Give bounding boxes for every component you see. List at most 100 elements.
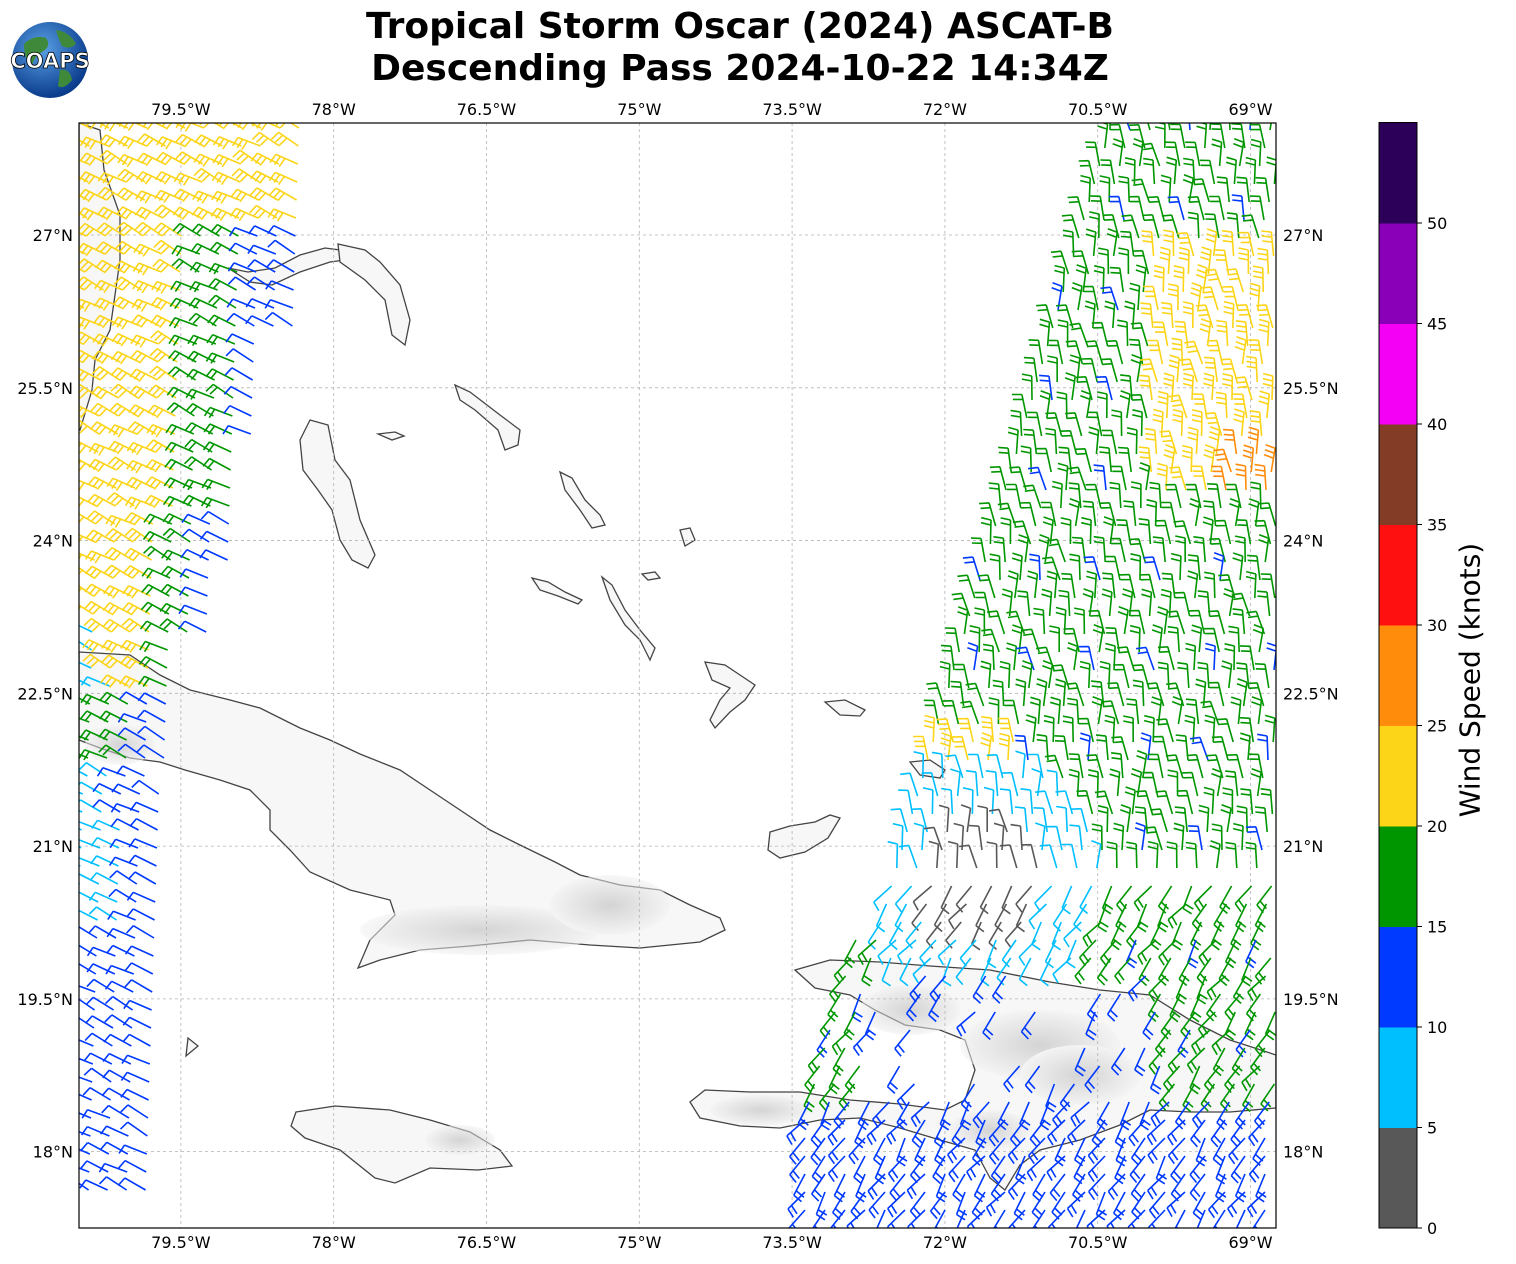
wind-barb	[92, 782, 122, 795]
wind-barb	[1181, 444, 1193, 473]
wind-barb	[1082, 500, 1097, 527]
wind-barb	[42, 745, 69, 758]
wind-barb	[1087, 1155, 1106, 1183]
wind-barb	[1189, 497, 1201, 527]
wind-barb	[1203, 627, 1220, 653]
wind-barb	[981, 716, 994, 743]
wind-barb	[1085, 228, 1097, 257]
wind-barb	[79, 566, 95, 579]
wind-barb	[1216, 718, 1234, 743]
wind-barb	[150, 296, 180, 311]
wind-barb	[1154, 519, 1172, 545]
wind-barb	[83, 617, 112, 633]
wind-barb	[1130, 1173, 1146, 1202]
wind-barb	[120, 1088, 149, 1101]
wind-barb	[955, 885, 973, 913]
wind-barb	[1256, 304, 1274, 329]
wind-barb	[128, 385, 158, 400]
wind-barb	[34, 857, 62, 866]
wind-barb	[887, 1191, 906, 1218]
wind-barb	[85, 1015, 114, 1029]
wind-barb	[79, 450, 80, 453]
wind-barb	[1001, 771, 1019, 797]
wind-barb	[1190, 282, 1202, 311]
wind-barb	[232, 149, 261, 165]
wind-barb	[113, 260, 143, 274]
wind-barb	[120, 1104, 149, 1119]
wind-barb	[827, 1155, 846, 1183]
wind-barb	[1138, 374, 1153, 401]
wind-barb	[1171, 695, 1184, 725]
wind-barb	[1203, 500, 1217, 527]
wind-barb	[200, 510, 230, 525]
wind-barb	[31, 927, 59, 938]
wind-barb	[79, 405, 100, 419]
wind-barb	[79, 1093, 92, 1101]
wind-barb	[1222, 787, 1234, 814]
wind-barb	[1055, 678, 1067, 707]
wind-barb	[44, 1109, 72, 1118]
wind-barb	[267, 224, 296, 237]
wind-barb	[1207, 483, 1222, 509]
wind-barb	[911, 1119, 926, 1148]
wind-barb	[789, 1137, 806, 1165]
wind-barb	[1069, 824, 1083, 851]
wind-barb	[982, 643, 995, 671]
wind-barb	[906, 1173, 926, 1200]
wind-barb	[925, 921, 942, 950]
wind-barb	[1109, 768, 1121, 797]
wind-barb	[1177, 232, 1195, 257]
wind-barb	[1119, 573, 1136, 599]
wind-barb	[1086, 411, 1103, 437]
wind-barb	[1147, 123, 1151, 131]
wind-barb	[1015, 750, 1026, 779]
wind-barb	[1070, 1101, 1090, 1127]
wind-barb	[102, 1069, 131, 1083]
wind-barb	[1185, 698, 1200, 725]
wind-barb	[1111, 465, 1127, 491]
wind-barb	[894, 1029, 911, 1057]
wind-barb	[79, 1057, 94, 1065]
wind-barb	[1254, 1029, 1271, 1058]
wind-barb	[970, 537, 986, 563]
wind-barb	[100, 674, 129, 688]
wind-barb	[1187, 570, 1199, 599]
wind-barb	[863, 1227, 865, 1228]
wind-barb	[1211, 1029, 1231, 1056]
wind-barb	[136, 152, 166, 167]
wind-barb	[941, 787, 954, 815]
lon-tick-label: 75°W	[617, 1233, 661, 1252]
wind-barb	[1141, 230, 1155, 257]
wind-barb	[1101, 588, 1113, 617]
wind-barb	[1021, 660, 1033, 689]
wind-barb	[247, 259, 276, 273]
lon-tick-label: 79.5°W	[151, 100, 211, 119]
wind-barb	[1188, 123, 1191, 131]
wind-barb	[268, 187, 297, 202]
wind-barb	[810, 1137, 826, 1166]
wind-barb	[1033, 807, 1048, 833]
wind-barb	[199, 530, 229, 543]
wind-barb	[928, 993, 942, 1023]
wind-barb	[79, 998, 96, 1011]
wind-barb	[848, 1137, 866, 1165]
wind-barb	[1176, 789, 1194, 815]
wind-barb	[979, 502, 997, 527]
colorbar-bin	[1379, 1127, 1417, 1229]
wind-barb	[79, 585, 94, 597]
wind-barb	[1128, 609, 1146, 635]
lat-tick-label: 21°N	[1283, 837, 1323, 856]
wind-barb	[1112, 138, 1124, 167]
wind-barb	[1235, 1209, 1246, 1228]
wind-barb	[1183, 1227, 1185, 1228]
wind-barb	[45, 623, 73, 632]
wind-barb	[1192, 393, 1208, 419]
wind-barb	[1161, 572, 1176, 599]
wind-barb	[962, 787, 974, 815]
wind-barb	[1082, 285, 1099, 311]
wind-barb	[1173, 520, 1192, 545]
wind-barb	[160, 565, 190, 579]
wind-barb	[164, 441, 194, 454]
wind-barb	[1211, 138, 1223, 167]
wind-barb	[1057, 462, 1069, 491]
